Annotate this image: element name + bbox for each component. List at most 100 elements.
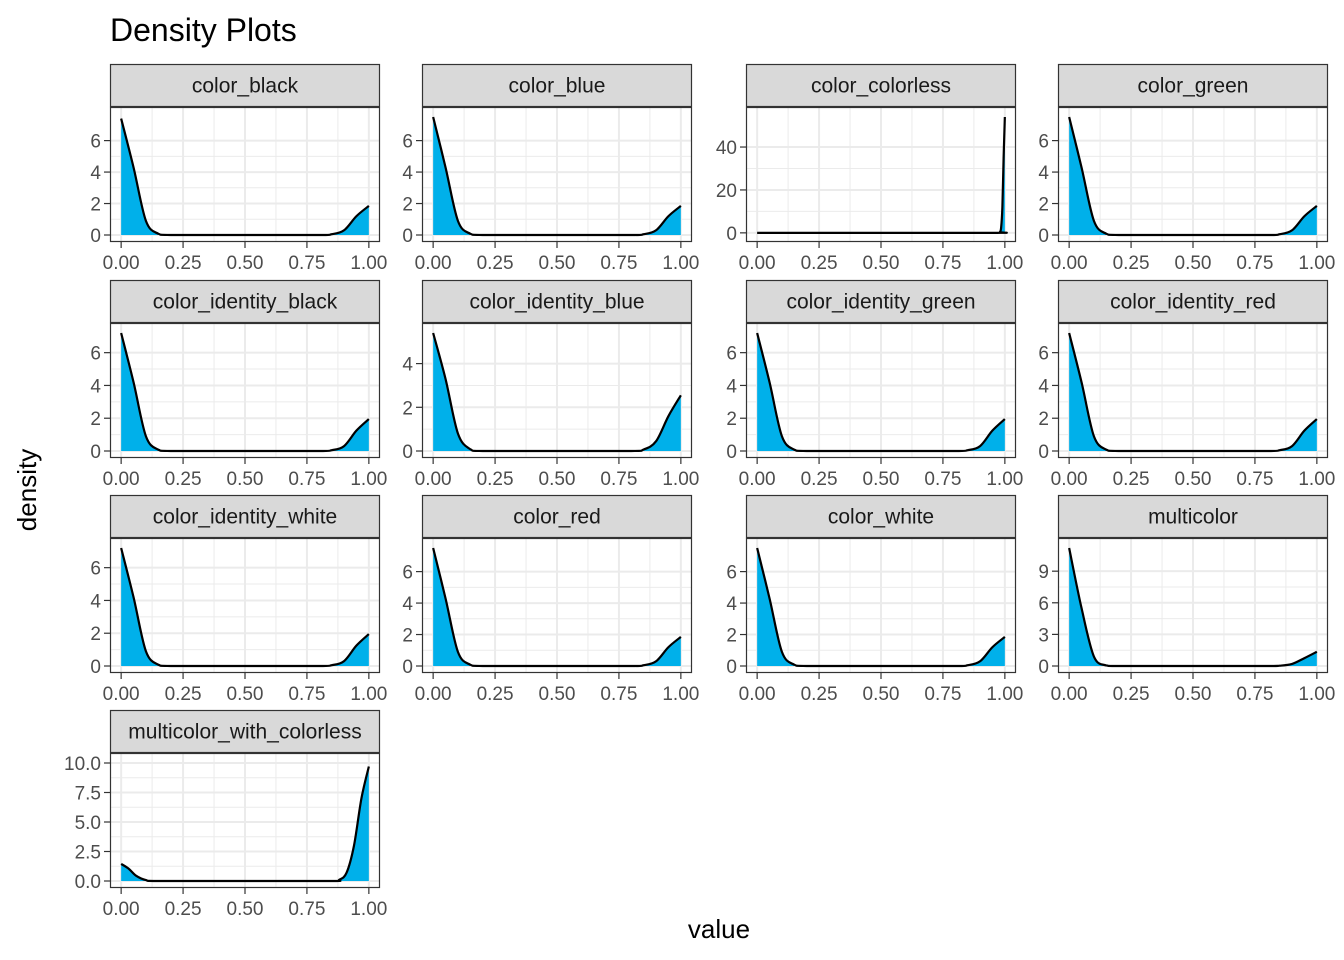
x-tick-label: 1.00	[986, 253, 1023, 274]
x-tick-label: 0.75	[600, 253, 637, 274]
y-tick-label: 2	[90, 195, 101, 216]
x-tick-label: 0.00	[103, 684, 140, 705]
x-tick-label: 0.50	[1175, 469, 1212, 490]
y-axis-title: density	[12, 449, 42, 531]
y-tick-label: 4	[726, 594, 737, 615]
x-tick-label: 0.50	[227, 899, 264, 920]
x-tick-label: 1.00	[350, 469, 387, 490]
x-tick-label: 0.00	[415, 684, 452, 705]
x-tick-label: 1.00	[1298, 469, 1335, 490]
x-tick-label: 0.50	[539, 684, 576, 705]
x-tick-label: 0.25	[165, 684, 202, 705]
x-tick-label: 0.50	[227, 253, 264, 274]
x-tick-label: 0.00	[1051, 253, 1088, 274]
y-tick-label: 2	[402, 195, 413, 216]
facet-strip	[745, 63, 1017, 108]
y-tick-label: 2	[90, 624, 101, 645]
x-tick-label: 0.75	[288, 684, 325, 705]
y-tick-label: 2	[726, 409, 737, 430]
facet-strip-label: color_blue	[509, 75, 606, 98]
y-tick-label: 4	[402, 163, 413, 184]
panel-border	[421, 537, 693, 674]
x-tick-label: 1.00	[986, 684, 1023, 705]
facet-strip-label: color_black	[192, 75, 299, 98]
x-tick-label: 0.25	[477, 469, 514, 490]
y-tick-label: 6	[726, 344, 737, 365]
x-tick-label: 0.00	[103, 899, 140, 920]
density-curve	[757, 116, 1008, 235]
x-tick-label: 0.75	[1236, 469, 1273, 490]
panel-border	[1057, 537, 1329, 674]
y-tick-label: 4	[402, 355, 413, 376]
facet-panel: color_blue 0.00 0.25 0.50 0.75 1.00 0 2 4 6	[402, 63, 699, 274]
facet-strip-label: color_identity_red	[1110, 291, 1276, 314]
density-curve	[1068, 547, 1318, 668]
y-tick-label: 0	[1038, 226, 1049, 247]
x-tick-label: 0.00	[415, 253, 452, 274]
panel-border	[745, 322, 1017, 459]
facet-strip	[421, 63, 693, 108]
x-tick-label: 0.25	[1113, 684, 1150, 705]
facet-panel: color_identity_green 0.00 0.25 0.50 0.75 1.00…	[726, 279, 1023, 490]
x-tick-label: 0.25	[165, 899, 202, 920]
x-tick-label: 0.50	[227, 469, 264, 490]
y-tick-label: 0	[90, 226, 101, 247]
facet-strip	[745, 279, 1017, 324]
x-tick-label: 0.75	[1236, 684, 1273, 705]
x-tick-label: 0.75	[924, 684, 961, 705]
y-tick-label: 10.0	[64, 754, 101, 775]
facet-strip	[1057, 63, 1329, 108]
y-tick-label: 4	[90, 163, 101, 184]
y-tick-label: 0	[402, 657, 413, 678]
x-tick-label: 0.25	[165, 253, 202, 274]
y-tick-label: 0.0	[75, 872, 101, 893]
x-tick-label: 0.00	[415, 469, 452, 490]
density-curve	[1068, 116, 1318, 237]
y-tick-label: 6	[90, 344, 101, 365]
x-tick-label: 0.25	[165, 469, 202, 490]
panel-border	[109, 537, 381, 674]
facet-panel: color_identity_red 0.00 0.25 0.50 0.75 1.00 0 2…	[1038, 279, 1335, 490]
y-tick-label: 7.5	[75, 784, 101, 805]
x-tick-label: 1.00	[1298, 253, 1335, 274]
x-tick-label: 0.50	[863, 253, 900, 274]
facet-strip-label: color_identity_green	[786, 291, 975, 314]
y-tick-label: 2	[90, 409, 101, 430]
y-tick-label: 4	[90, 591, 101, 612]
x-tick-label: 0.25	[801, 253, 838, 274]
panel-border	[109, 322, 381, 459]
facet-strip	[109, 709, 381, 754]
density-curve	[756, 332, 1006, 453]
x-tick-label: 0.00	[103, 469, 140, 490]
facet-panel: color_identity_blue 0.00 0.25 0.50 0.75 1.00 0…	[402, 279, 699, 490]
y-tick-label: 4	[1038, 163, 1049, 184]
y-tick-label: 6	[90, 132, 101, 153]
y-tick-label: 0	[90, 442, 101, 463]
x-tick-label: 0.25	[1113, 253, 1150, 274]
y-tick-label: 2	[402, 626, 413, 647]
x-tick-label: 0.50	[1175, 253, 1212, 274]
x-tick-label: 1.00	[662, 469, 699, 490]
panel-border	[421, 322, 693, 459]
y-tick-label: 2.5	[75, 843, 101, 864]
x-tick-label: 0.50	[1175, 684, 1212, 705]
facet-panel: color_colorless 0.00 0.25 0.50 0.75 1.00 0 20 40	[716, 63, 1023, 274]
x-tick-label: 0.75	[288, 253, 325, 274]
x-tick-label: 0.75	[288, 469, 325, 490]
facet-strip-label: color_green	[1138, 75, 1249, 98]
chart-title: Density Plots	[110, 12, 297, 48]
facet-strip	[745, 494, 1017, 539]
panel-border	[1057, 322, 1329, 459]
x-tick-label: 0.00	[1051, 469, 1088, 490]
x-axis-title: value	[688, 914, 750, 944]
x-tick-label: 1.00	[350, 684, 387, 705]
y-tick-label: 0	[90, 657, 101, 678]
panel-border	[109, 106, 381, 243]
y-tick-label: 0	[402, 226, 413, 247]
x-tick-label: 1.00	[662, 253, 699, 274]
x-tick-label: 0.25	[801, 469, 838, 490]
facet-strip-label: color_identity_blue	[469, 291, 644, 314]
x-tick-label: 0.25	[477, 684, 514, 705]
